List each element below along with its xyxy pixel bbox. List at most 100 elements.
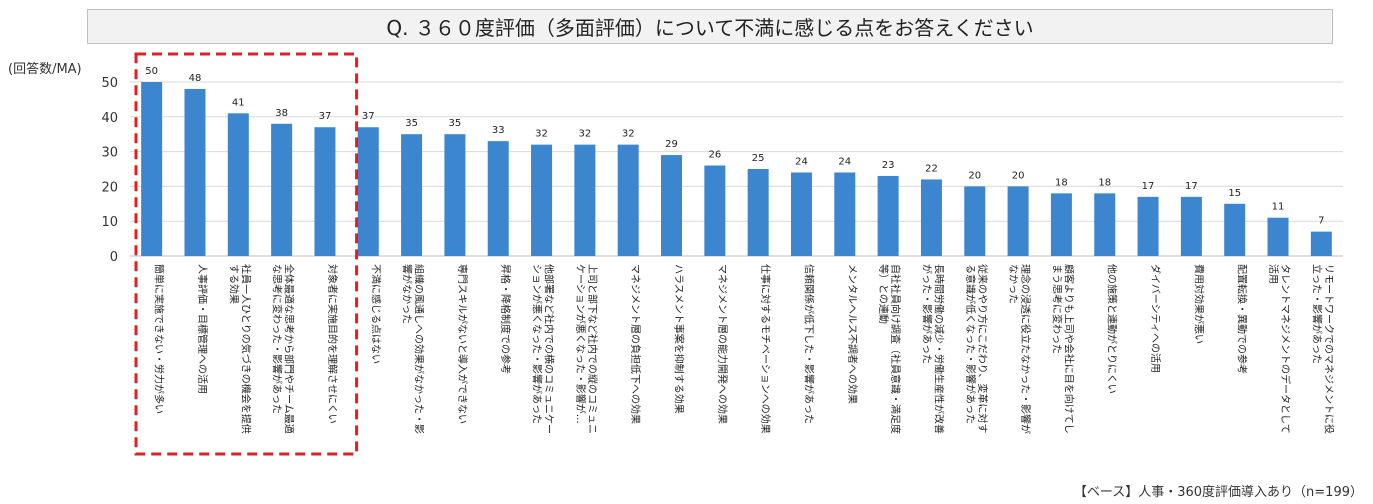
category-label-line: ケーションが悪くなった・影響が…: [574, 264, 587, 424]
data-label-22: 18: [1055, 177, 1068, 188]
category-label-5: 対象者に実施目的を理解させにくい: [326, 264, 339, 424]
category-label-line: 昇格・降格制度での参考: [499, 264, 512, 374]
category-label-line: 人事評価・目標管理への活用: [196, 264, 209, 394]
data-label-12: 32: [622, 129, 635, 140]
category-label-line: 活用: [1267, 264, 1279, 284]
category-label-line: る意識が低くなった・影響があった: [964, 264, 977, 424]
bar-8: [444, 134, 466, 256]
category-label-line: 等）との連動: [877, 264, 890, 324]
category-label-line: マネジメント層の能力開発への効果: [716, 264, 729, 424]
bar-21: [1007, 186, 1029, 256]
category-label-line: 長時間労働の減少・労働生産性が改善: [932, 264, 945, 434]
y-tick-label-10: 10: [101, 215, 118, 230]
data-label-28: 7: [1318, 216, 1324, 227]
category-label-13: ハラスメント事案を抑制する効果: [673, 264, 686, 414]
data-label-17: 24: [838, 156, 851, 167]
category-label-line: 信頼関係が低下した・影響があった: [802, 264, 815, 424]
category-label-14: マネジメント層の能力開発への効果: [716, 264, 729, 424]
bar-12: [617, 144, 639, 256]
category-label-line: 他の施策と連動がとりにくい: [1106, 264, 1119, 394]
data-label-14: 26: [708, 150, 721, 161]
category-label-line: 組織の風通しへの効果がなかった・影: [413, 264, 426, 434]
y-tick-label-50: 50: [101, 76, 118, 91]
category-label-line: 他部署など社内での横のコミュニケー: [543, 264, 556, 434]
bar-7: [401, 134, 423, 256]
category-label-line: 自社社員向け調査（社員意識・満足度: [889, 264, 902, 434]
bar-17: [834, 172, 856, 256]
category-label-1: 簡単に実施できない・労力が多い: [153, 264, 166, 414]
bar-3: [227, 113, 249, 256]
category-label-line: する効果: [227, 264, 240, 304]
bar-27: [1267, 217, 1289, 256]
bar-28: [1310, 231, 1332, 256]
data-label-15: 25: [752, 153, 765, 164]
bar-23: [1094, 193, 1116, 256]
category-label-6: 不満に感じる点はない: [369, 264, 382, 364]
category-label-line: 簡単に実施できない・労力が多い: [153, 264, 166, 414]
category-label-17: メンタルヘルス不調者への効果: [846, 264, 859, 404]
category-label-line: 仕事に対するモチベーションへの効果: [759, 264, 772, 434]
bar-9: [487, 141, 509, 256]
category-label-line: 響がなかった: [401, 264, 414, 324]
data-label-2: 48: [189, 73, 202, 84]
bar-26: [1224, 203, 1246, 256]
data-label-21: 20: [1012, 170, 1025, 181]
data-label-4: 38: [275, 108, 288, 119]
category-label-line: タレントマネジメントのデータとして: [1279, 264, 1292, 434]
category-label-line: 顧客よりも上司や会社に目を向けてし: [1062, 264, 1075, 434]
bar-16: [790, 172, 812, 256]
bar-2: [184, 88, 206, 257]
category-label-line: 立った・影響があった: [1310, 264, 1323, 364]
data-label-24: 17: [1142, 181, 1155, 192]
bar-24: [1137, 196, 1159, 256]
category-label-line: なかった: [1007, 264, 1019, 304]
category-label-line: ションが悪くなった・影響があった: [531, 264, 544, 424]
category-label-line: 従来のやり方にこだわり、変革に対す: [976, 264, 989, 433]
bar-19: [920, 179, 942, 256]
base-note: 【ベース】人事・360度評価導入あり（n=199）: [1073, 485, 1363, 500]
data-label-19: 22: [925, 163, 938, 174]
data-label-3: 41: [232, 97, 245, 108]
data-label-26: 15: [1228, 188, 1241, 199]
category-label-8: 専門スキルがないと導入ができない: [456, 264, 469, 424]
y-tick-label-30: 30: [101, 146, 118, 161]
category-label-line: 不満に感じる点はない: [369, 264, 382, 364]
data-label-6: 37: [362, 111, 375, 122]
y-tick-label-40: 40: [101, 111, 118, 126]
data-label-23: 18: [1098, 177, 1111, 188]
bar-5: [314, 127, 336, 257]
bar-1: [141, 82, 163, 256]
category-label-line: 理念の浸透に役立たなかった・影響が: [1019, 264, 1032, 434]
data-label-16: 24: [795, 156, 808, 167]
bar-15: [747, 169, 769, 256]
bar-11: [574, 144, 596, 256]
bar-13: [661, 155, 683, 256]
data-label-10: 32: [535, 129, 548, 140]
category-label-24: ダイバーシティへの活用: [1149, 264, 1162, 373]
category-label-12: マネジメント層の負担低下への効果: [629, 264, 642, 424]
bar-18: [877, 175, 899, 256]
data-label-20: 20: [968, 170, 981, 181]
bar-22: [1050, 193, 1072, 256]
y-tick-label-20: 20: [101, 180, 118, 195]
category-label-11: 上司と部下など社内での縦のコミュニケーションが悪くなった・影響が…: [574, 264, 599, 434]
data-label-7: 35: [405, 118, 418, 129]
category-label-line: ハラスメント事案を抑制する効果: [673, 264, 686, 414]
y-axis-unit-label: (回答数/MA): [8, 62, 82, 77]
category-label-line: 専門スキルがないと導入ができない: [456, 264, 469, 424]
category-label-line: な思考に変わった・影響があった: [271, 264, 284, 414]
data-label-27: 11: [1272, 202, 1285, 213]
category-label-25: 費用対効果が悪い: [1192, 264, 1205, 344]
category-label-2: 人事評価・目標管理への活用: [196, 264, 209, 394]
category-label-26: 配置転換・異動での参考: [1236, 264, 1249, 374]
category-label-23: 他の施策と連動がとりにくい: [1106, 264, 1119, 394]
category-label-line: 対象者に実施目的を理解させにくい: [326, 264, 339, 424]
